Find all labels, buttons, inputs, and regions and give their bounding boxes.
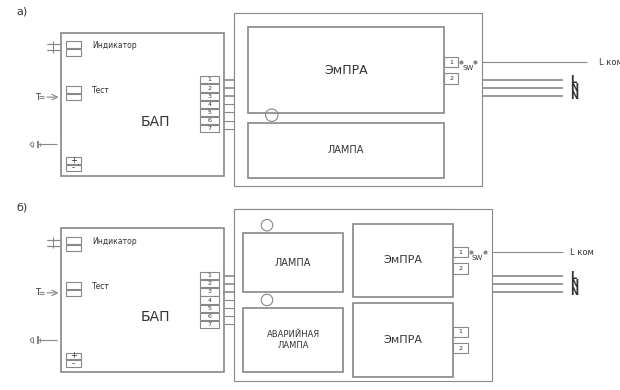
Bar — [61, 228, 224, 372]
Text: 2: 2 — [208, 281, 211, 286]
Text: 2: 2 — [459, 266, 463, 271]
Bar — [200, 313, 219, 320]
Text: 4: 4 — [208, 298, 211, 303]
Bar — [66, 245, 81, 251]
Text: АВАРИЙНАЯ
ЛАМПА: АВАРИЙНАЯ ЛАМПА — [267, 330, 320, 349]
Bar — [200, 85, 219, 92]
Text: T: T — [35, 288, 40, 298]
Bar — [248, 27, 444, 113]
Bar — [200, 76, 219, 83]
Text: БАП: БАП — [141, 115, 171, 128]
Text: ЛАМПА: ЛАМПА — [327, 145, 364, 155]
Bar — [453, 263, 467, 273]
Bar — [66, 237, 81, 244]
Bar — [234, 14, 482, 186]
Bar — [66, 86, 81, 93]
Bar — [353, 303, 453, 376]
Bar — [444, 73, 458, 83]
Bar — [444, 57, 458, 67]
Text: N: N — [570, 279, 578, 289]
Text: ЭмПРА: ЭмПРА — [324, 64, 368, 77]
Text: 5: 5 — [208, 306, 211, 311]
Bar — [66, 157, 81, 163]
Text: 3: 3 — [208, 289, 211, 294]
Bar — [243, 233, 343, 292]
Bar — [61, 33, 224, 176]
Bar — [200, 117, 219, 124]
Text: 7: 7 — [208, 126, 211, 131]
Text: Тест: Тест — [92, 86, 110, 95]
Bar — [66, 94, 81, 101]
Text: Индикатор: Индикатор — [92, 237, 136, 246]
Bar — [200, 272, 219, 279]
Text: 7: 7 — [208, 322, 211, 327]
Text: Тест: Тест — [92, 282, 110, 291]
Text: 6: 6 — [208, 118, 211, 123]
Bar — [200, 305, 219, 312]
Bar — [66, 289, 81, 296]
Text: 1: 1 — [208, 273, 211, 278]
Text: +: + — [70, 351, 77, 360]
Text: 5: 5 — [208, 110, 211, 115]
Bar — [66, 360, 81, 367]
Text: N: N — [570, 83, 578, 93]
Text: ЭмПРА: ЭмПРА — [384, 255, 423, 265]
Text: N: N — [570, 91, 578, 101]
Text: -: - — [72, 163, 75, 172]
Text: T: T — [35, 92, 40, 102]
Bar — [453, 247, 467, 257]
Text: -: - — [72, 359, 75, 368]
Text: 4: 4 — [208, 102, 211, 107]
Text: L ком: L ком — [570, 248, 594, 257]
Bar — [200, 125, 219, 132]
Bar — [66, 165, 81, 171]
Bar — [353, 224, 453, 297]
Bar — [66, 282, 81, 289]
Bar — [200, 280, 219, 287]
Bar — [66, 41, 81, 48]
Text: N: N — [570, 287, 578, 297]
Bar — [200, 92, 219, 100]
Bar — [200, 288, 219, 296]
Text: 1: 1 — [459, 329, 463, 334]
Bar — [200, 101, 219, 108]
Text: Индикатор: Индикатор — [92, 41, 136, 50]
Text: SW: SW — [462, 65, 474, 71]
Bar — [200, 109, 219, 116]
Bar — [234, 209, 492, 381]
Text: б): б) — [17, 202, 28, 213]
Text: БАП: БАП — [141, 310, 171, 324]
Text: 3: 3 — [208, 94, 211, 99]
Bar — [248, 123, 444, 178]
Text: 1: 1 — [208, 77, 211, 82]
Text: 1: 1 — [449, 60, 453, 65]
Text: 2: 2 — [459, 346, 463, 351]
Bar — [243, 308, 343, 372]
Bar — [66, 353, 81, 359]
Text: 1: 1 — [459, 250, 463, 255]
Text: L: L — [570, 271, 577, 281]
Bar — [200, 321, 219, 328]
Text: 2: 2 — [449, 76, 453, 81]
Text: ЛАМПА: ЛАМПА — [275, 257, 311, 268]
Bar — [453, 326, 467, 337]
Text: 2: 2 — [208, 85, 211, 90]
Text: ЭмПРА: ЭмПРА — [384, 335, 423, 345]
Text: L ком: L ком — [599, 58, 620, 67]
Text: SW: SW — [472, 255, 483, 261]
Bar — [453, 343, 467, 353]
Text: L: L — [570, 75, 577, 85]
Text: а): а) — [17, 7, 28, 17]
Bar — [200, 296, 219, 304]
Text: 6: 6 — [208, 314, 211, 319]
Bar — [66, 49, 81, 55]
Text: +: + — [70, 156, 77, 165]
